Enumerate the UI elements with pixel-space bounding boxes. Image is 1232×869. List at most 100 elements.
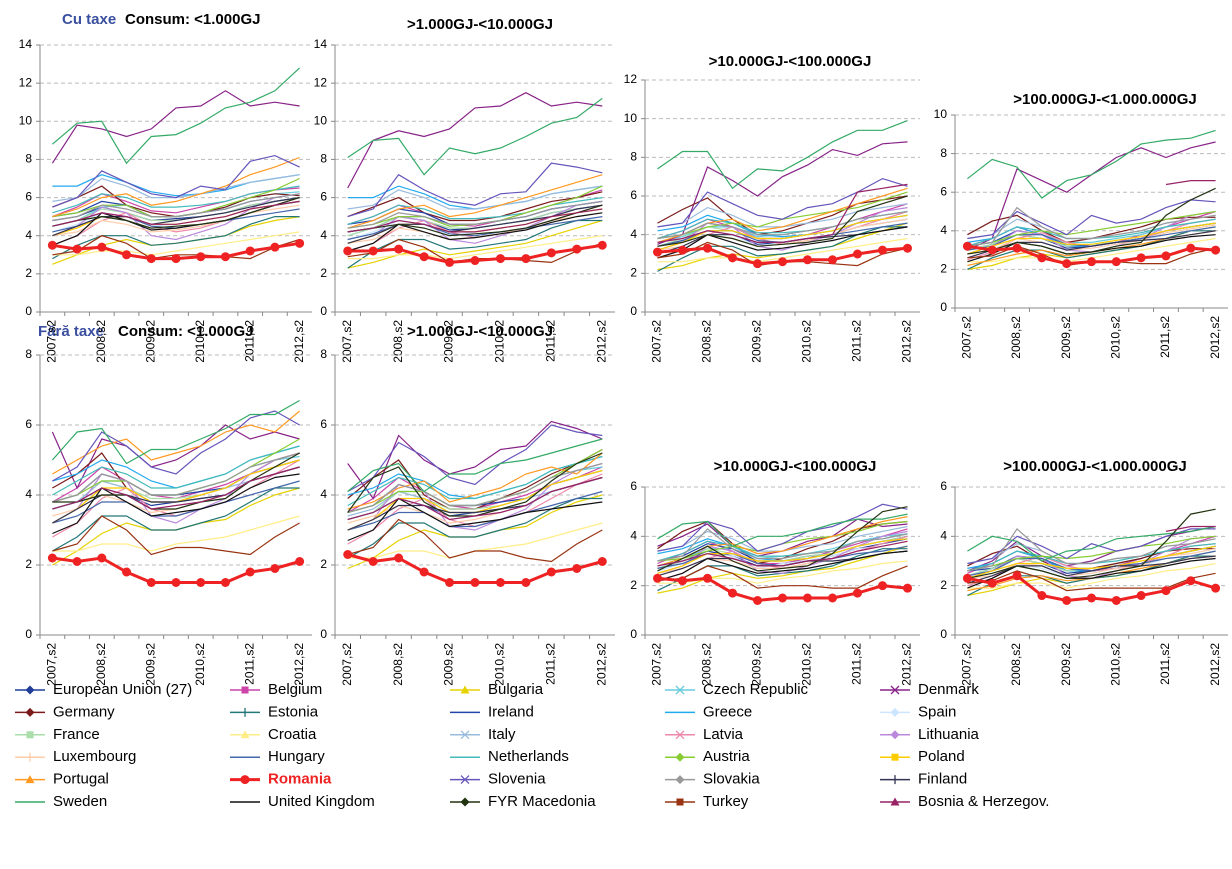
point	[878, 581, 887, 591]
series-line	[51, 90, 300, 164]
legend-label: FYR Macedonia	[488, 793, 596, 810]
point	[728, 253, 737, 263]
y-tick-label: 10	[314, 113, 328, 127]
legend-label: Netherlands	[488, 748, 569, 765]
series-line	[657, 141, 908, 245]
point	[1161, 251, 1171, 261]
legend-marker	[890, 685, 900, 695]
legend-label: United Kingdom	[268, 793, 375, 810]
y-tick-label: 4	[630, 529, 637, 543]
x-tick-label: 2012,s2	[594, 320, 608, 363]
series-line	[52, 197, 300, 229]
x-tick-label: 2010,s2	[193, 643, 207, 686]
point	[171, 254, 181, 264]
x-tick-label: 2007,s2	[650, 643, 664, 686]
x-tick-label: 2008,s2	[94, 320, 108, 363]
x-tick-label: 2008,s2	[1009, 643, 1023, 686]
y-tick-label: 0	[630, 304, 637, 318]
chart-title: >10.000GJ-<100.000GJ	[709, 53, 872, 70]
series-line	[967, 562, 1216, 589]
point	[853, 588, 862, 598]
point	[1186, 576, 1196, 586]
y-tick-label: 2	[320, 266, 327, 280]
point	[343, 550, 353, 559]
series-line	[347, 191, 603, 222]
point	[1211, 245, 1221, 255]
point	[703, 573, 712, 583]
series-line	[52, 154, 300, 208]
y-tick-label: 8	[25, 152, 32, 166]
series-line	[657, 545, 908, 594]
y-tick-label: 8	[25, 347, 32, 361]
y-tick-label: 12	[19, 75, 33, 89]
series-line	[657, 506, 908, 572]
x-tick-label: 2012,s2	[292, 643, 306, 686]
legend-marker	[240, 775, 250, 785]
series-line	[52, 193, 300, 222]
point	[445, 257, 455, 267]
point	[394, 553, 404, 563]
series-line	[347, 490, 603, 531]
series-line	[967, 545, 1216, 579]
point	[778, 257, 787, 267]
point	[122, 250, 132, 260]
legend-marker	[460, 685, 470, 694]
legend-marker	[460, 797, 470, 807]
y-tick-label: 8	[320, 152, 327, 166]
y-tick-label: 0	[25, 627, 32, 641]
point	[1087, 257, 1096, 267]
series-line	[347, 212, 603, 252]
series-line	[967, 525, 1216, 572]
series-line	[52, 185, 300, 214]
x-tick-label: 2010,s2	[1108, 643, 1122, 686]
legend-label: Ireland	[488, 703, 534, 720]
x-tick-label: 2011,s2	[544, 320, 558, 362]
series-line	[657, 210, 908, 240]
x-tick-label: 2012,s2	[900, 643, 914, 686]
point	[653, 247, 662, 257]
x-tick-label: 2007,s2	[650, 320, 664, 363]
point	[72, 244, 82, 254]
series-line	[347, 438, 603, 493]
legend-label: Finland	[918, 771, 967, 788]
point	[962, 241, 972, 251]
series-line	[347, 219, 603, 269]
series-line	[52, 480, 300, 524]
legend-label: Italy	[488, 726, 516, 743]
series-line	[967, 224, 1216, 255]
legend-marker	[675, 775, 685, 785]
series-line	[347, 162, 603, 218]
point	[122, 567, 132, 577]
legend-marker	[675, 730, 685, 740]
legend-marker	[240, 730, 250, 739]
series-line	[52, 231, 300, 256]
y-tick-label: 2	[320, 557, 327, 571]
y-tick-label: 4	[320, 487, 327, 501]
point	[703, 243, 712, 253]
legend-label: Denmark	[918, 681, 979, 698]
series-line	[967, 141, 1216, 251]
x-tick-label: 2009,s2	[750, 320, 764, 363]
x-tick-label: 2007,s2	[960, 643, 974, 686]
y-tick-label: 10	[19, 113, 33, 127]
series-line	[1165, 525, 1216, 532]
x-tick-label: 2009,s2	[750, 643, 764, 686]
point	[903, 243, 912, 253]
series-line	[52, 174, 300, 197]
series-line	[51, 399, 300, 465]
legend-marker	[25, 707, 35, 717]
point	[962, 573, 972, 583]
point	[245, 246, 255, 256]
point	[778, 593, 787, 603]
point	[1111, 257, 1121, 267]
point	[47, 553, 57, 563]
chart-title: Consum: <1.000GJ	[125, 11, 260, 28]
y-tick-label: 2	[940, 578, 947, 592]
y-tick-label: 4	[25, 487, 32, 501]
x-tick-label: 2007,s2	[45, 320, 59, 363]
x-tick-label: 2007,s2	[45, 643, 59, 686]
series-line	[347, 466, 603, 521]
legend-label: Bosnia & Herzegov.	[918, 793, 1049, 810]
x-tick-label: 2009,s2	[143, 320, 157, 363]
y-tick-label: 0	[320, 627, 327, 641]
